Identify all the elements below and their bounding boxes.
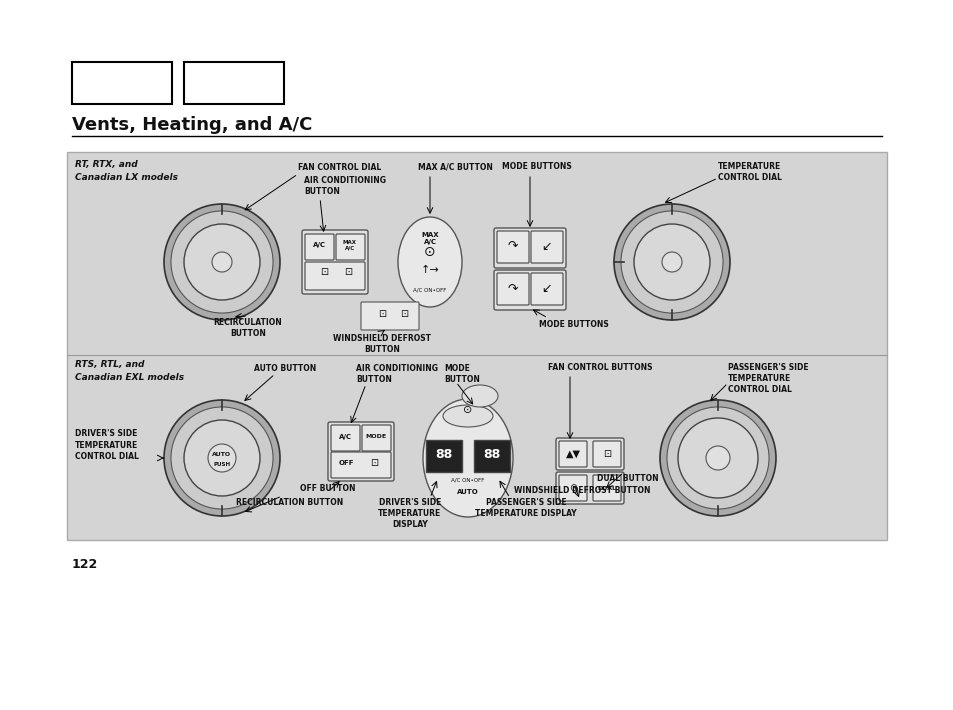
Text: ⊡: ⊡ <box>319 267 328 277</box>
Circle shape <box>164 204 280 320</box>
Ellipse shape <box>442 405 493 427</box>
Text: OFF BUTTON: OFF BUTTON <box>300 484 355 493</box>
Text: AUTO: AUTO <box>213 452 232 457</box>
Circle shape <box>164 400 280 516</box>
Text: DUAL: DUAL <box>597 486 616 491</box>
Text: ⊡: ⊡ <box>370 458 377 468</box>
Bar <box>426 440 461 472</box>
Text: MODE
BUTTON: MODE BUTTON <box>443 364 479 384</box>
Text: A/C: A/C <box>338 434 351 440</box>
Text: DRIVER'S SIDE
TEMPERATURE
DISPLAY: DRIVER'S SIDE TEMPERATURE DISPLAY <box>378 498 441 529</box>
Text: ⊙: ⊙ <box>424 245 436 259</box>
Text: PASSENGER'S SIDE
TEMPERATURE
CONTROL DIAL: PASSENGER'S SIDE TEMPERATURE CONTROL DIA… <box>727 363 808 394</box>
Text: ⊡: ⊡ <box>602 449 611 459</box>
FancyBboxPatch shape <box>531 273 562 305</box>
Bar <box>184 62 284 104</box>
FancyBboxPatch shape <box>331 425 359 451</box>
FancyBboxPatch shape <box>305 262 365 290</box>
Text: A/C ON•OFF: A/C ON•OFF <box>413 288 446 293</box>
Text: AUTO BUTTON: AUTO BUTTON <box>253 364 315 373</box>
Text: MODE: MODE <box>365 434 386 439</box>
Circle shape <box>659 400 775 516</box>
Circle shape <box>184 420 260 496</box>
Text: AUTO: AUTO <box>456 489 478 495</box>
Bar <box>474 440 510 472</box>
Text: WINDSHIELD DEFROST BUTTON: WINDSHIELD DEFROST BUTTON <box>514 486 650 495</box>
Text: MODE BUTTONS: MODE BUTTONS <box>538 320 608 329</box>
Text: DUAL BUTTON: DUAL BUTTON <box>597 474 659 483</box>
Text: FAN CONTROL BUTTONS: FAN CONTROL BUTTONS <box>547 363 652 372</box>
FancyBboxPatch shape <box>360 302 418 330</box>
Text: RTS, RTL, and
Canadian EXL models: RTS, RTL, and Canadian EXL models <box>75 360 184 381</box>
FancyBboxPatch shape <box>361 425 391 451</box>
FancyBboxPatch shape <box>497 231 529 263</box>
Text: TEMPERATURE
CONTROL DIAL: TEMPERATURE CONTROL DIAL <box>718 162 781 182</box>
Text: MAX A/C BUTTON: MAX A/C BUTTON <box>417 162 493 171</box>
Ellipse shape <box>397 217 461 307</box>
Text: 88: 88 <box>435 447 452 461</box>
Text: ↙: ↙ <box>541 239 552 253</box>
Text: ⊡: ⊡ <box>399 309 408 319</box>
Text: ↙: ↙ <box>541 283 552 295</box>
FancyBboxPatch shape <box>593 441 620 467</box>
FancyBboxPatch shape <box>558 441 586 467</box>
FancyBboxPatch shape <box>328 422 394 481</box>
Text: ⊡: ⊡ <box>377 309 386 319</box>
Text: MAX
A/C: MAX A/C <box>420 232 438 245</box>
Text: ▲▼: ▲▼ <box>565 449 579 459</box>
Ellipse shape <box>422 399 513 517</box>
Bar <box>67 152 886 540</box>
FancyBboxPatch shape <box>305 234 334 260</box>
Circle shape <box>171 407 273 509</box>
Circle shape <box>705 446 729 470</box>
FancyBboxPatch shape <box>331 452 391 478</box>
Text: A/C: A/C <box>313 242 325 248</box>
Circle shape <box>661 252 681 272</box>
Bar <box>71 62 172 104</box>
Text: 122: 122 <box>71 558 98 571</box>
Circle shape <box>678 418 758 498</box>
FancyBboxPatch shape <box>531 231 562 263</box>
Text: ↷: ↷ <box>507 283 517 295</box>
Text: DRIVER'S SIDE
TEMPERATURE
CONTROL DIAL: DRIVER'S SIDE TEMPERATURE CONTROL DIAL <box>75 430 139 461</box>
FancyBboxPatch shape <box>556 472 623 504</box>
Text: OFF: OFF <box>338 460 354 466</box>
Text: ↑→: ↑→ <box>420 265 439 275</box>
FancyBboxPatch shape <box>302 230 368 294</box>
Text: RT, RTX, and
Canadian LX models: RT, RTX, and Canadian LX models <box>75 160 178 182</box>
FancyBboxPatch shape <box>556 438 623 470</box>
Text: ↷: ↷ <box>507 239 517 253</box>
Ellipse shape <box>461 385 497 407</box>
Circle shape <box>614 204 729 320</box>
FancyBboxPatch shape <box>335 234 365 260</box>
Text: AIR CONDITIONING
BUTTON: AIR CONDITIONING BUTTON <box>304 176 386 196</box>
Text: ⊙: ⊙ <box>568 483 577 493</box>
Circle shape <box>634 224 709 300</box>
FancyBboxPatch shape <box>558 475 586 501</box>
Circle shape <box>208 444 235 472</box>
Text: FAN CONTROL DIAL: FAN CONTROL DIAL <box>297 163 381 172</box>
FancyBboxPatch shape <box>494 270 565 310</box>
Circle shape <box>184 224 260 300</box>
FancyBboxPatch shape <box>593 475 620 501</box>
Circle shape <box>212 252 232 272</box>
Circle shape <box>171 211 273 313</box>
FancyBboxPatch shape <box>497 273 529 305</box>
Text: WINDSHIELD DEFROST
BUTTON: WINDSHIELD DEFROST BUTTON <box>333 334 431 354</box>
Circle shape <box>620 211 722 313</box>
FancyBboxPatch shape <box>494 228 565 268</box>
Text: MAX
A/C: MAX A/C <box>343 240 356 251</box>
Text: MODE BUTTONS: MODE BUTTONS <box>501 162 571 171</box>
Text: RECIRCULATION BUTTON: RECIRCULATION BUTTON <box>236 498 343 507</box>
Text: PUSH: PUSH <box>213 462 231 467</box>
Circle shape <box>666 407 768 509</box>
Text: ⊡: ⊡ <box>344 267 352 277</box>
Text: 88: 88 <box>483 447 500 461</box>
Text: RECIRCULATION
BUTTON: RECIRCULATION BUTTON <box>213 318 282 338</box>
Text: AIR CONDITIONING
BUTTON: AIR CONDITIONING BUTTON <box>355 364 437 384</box>
Text: Vents, Heating, and A/C: Vents, Heating, and A/C <box>71 116 312 134</box>
Text: A/C ON•OFF: A/C ON•OFF <box>451 478 484 483</box>
Text: PASSENGER'S SIDE
TEMPERATURE DISPLAY: PASSENGER'S SIDE TEMPERATURE DISPLAY <box>475 498 577 518</box>
Text: ⊙: ⊙ <box>463 405 472 415</box>
